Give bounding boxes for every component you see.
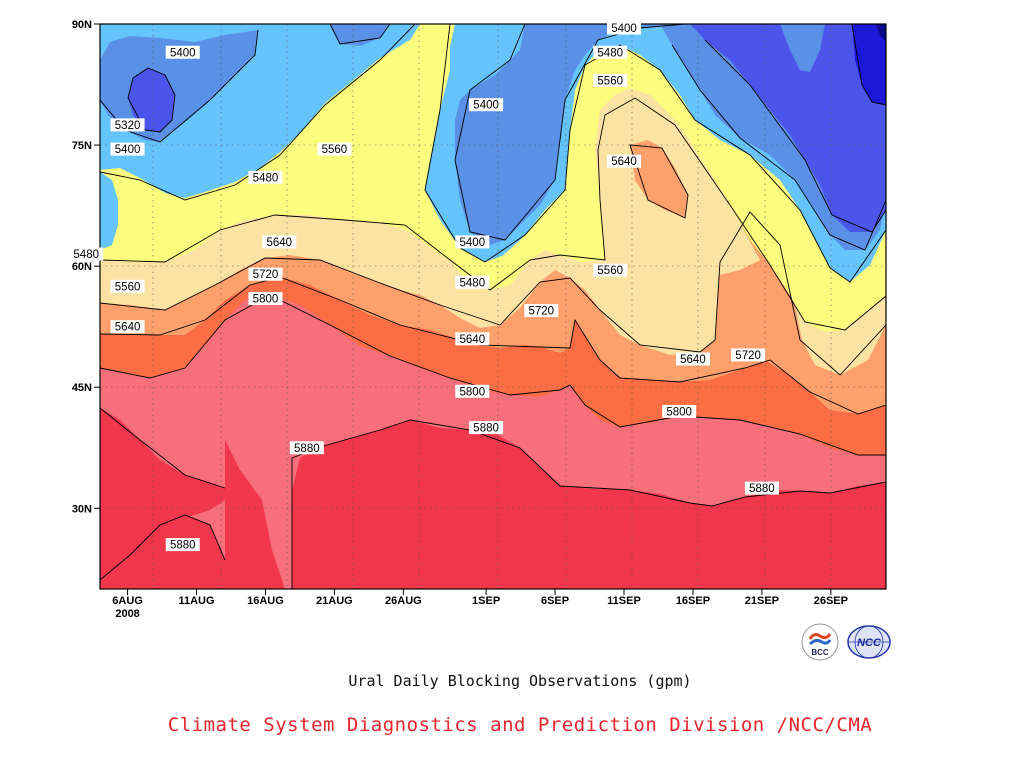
x-tick-label: 26SEP	[814, 595, 848, 607]
contour-labels: 5400 5320 5400 5480 5560 5480 5560 5640 5640 5720…	[69, 21, 779, 552]
svg-text:5880: 5880	[294, 443, 320, 455]
contour-label: 5400	[165, 45, 200, 59]
contour-label: 5720	[248, 267, 283, 281]
svg-text:5720: 5720	[528, 306, 554, 318]
svg-text:5480: 5480	[460, 277, 486, 289]
contour-label: 5640	[675, 352, 710, 366]
x-tick-label: 11AUG	[178, 595, 214, 607]
contour-label: 5400	[607, 21, 641, 35]
contour-label: 5560	[110, 279, 145, 293]
svg-text:5800: 5800	[253, 293, 279, 305]
svg-text:5880: 5880	[473, 423, 499, 435]
contour-label: 5400	[469, 98, 504, 112]
svg-text:5480: 5480	[73, 249, 99, 261]
fill-5720-north	[630, 140, 688, 218]
contour-label: 5480	[69, 247, 104, 261]
contour-label: 5880	[469, 421, 504, 435]
svg-text:5720: 5720	[253, 269, 279, 281]
contour-label: 5640	[262, 235, 297, 249]
y-tick-label: 45N	[72, 382, 92, 394]
contour-label: 5800	[455, 384, 490, 398]
svg-text:5400: 5400	[170, 47, 196, 59]
fill-5320-right	[690, 24, 886, 232]
svg-text:5880: 5880	[170, 540, 196, 552]
fill-5400-notch	[780, 24, 825, 72]
contour-label: 5640	[110, 320, 145, 334]
contour-label: 5640	[607, 154, 641, 168]
svg-text:5400: 5400	[473, 100, 499, 112]
svg-text:5560: 5560	[115, 281, 141, 293]
y-tick-label: 30N	[72, 503, 92, 515]
fill-5480-leftedge	[100, 172, 118, 250]
x-tick-label: 16SEP	[676, 595, 710, 607]
contour-label: 5640	[455, 332, 490, 346]
x-tick-label: 6AUG	[112, 595, 143, 607]
svg-text:5400: 5400	[460, 237, 486, 249]
contour-label: 5560	[593, 74, 628, 88]
svg-text:5400: 5400	[115, 144, 141, 156]
x-tick-label: 6SEP	[541, 595, 569, 607]
svg-text:5880: 5880	[749, 483, 775, 495]
x-tick-label: 11SEP	[607, 595, 641, 607]
svg-text:5480: 5480	[597, 47, 623, 59]
fill-gt5880-left	[100, 408, 225, 580]
svg-text:5320: 5320	[115, 120, 141, 132]
x-tick-label: 26AUG	[385, 595, 422, 607]
contour-label: 5880	[165, 538, 200, 552]
x-year-label: 2008	[115, 608, 139, 620]
contour-label: 5880	[744, 481, 779, 495]
fill-5320-left	[128, 68, 175, 132]
contour-label: 5560	[593, 263, 628, 277]
contour-label: 5480	[248, 170, 283, 184]
y-tick-label: 75N	[72, 140, 92, 152]
svg-text:5800: 5800	[460, 386, 486, 398]
contour-label: 5400	[110, 142, 145, 156]
contour-label: 5880	[289, 441, 324, 455]
contour-label: 5560	[317, 142, 352, 156]
contour-label: 5800	[662, 404, 697, 418]
fill-5400-trough	[455, 24, 685, 245]
svg-text:5640: 5640	[266, 237, 292, 249]
fill-lt5320-core	[876, 24, 886, 42]
fill-5400-topleft	[330, 24, 390, 46]
svg-text:5560: 5560	[597, 265, 623, 277]
credit-line: Climate System Diagnostics and Predictio…	[167, 714, 873, 736]
contour-label: 5720	[524, 304, 559, 318]
contour-label: 5480	[455, 275, 490, 289]
svg-text:5640: 5640	[680, 354, 706, 366]
fill-lt5320	[852, 24, 886, 105]
contour-label: 5400	[455, 235, 490, 249]
svg-text:5560: 5560	[322, 144, 348, 156]
contour-label: 5800	[248, 291, 283, 305]
svg-text:5800: 5800	[666, 406, 692, 418]
x-tick-label: 21SEP	[745, 595, 779, 607]
svg-text:5480: 5480	[253, 172, 279, 184]
svg-text:5560: 5560	[597, 76, 623, 88]
svg-text:5400: 5400	[611, 23, 637, 35]
ncc-logo: NCC	[845, 622, 891, 662]
svg-text:5640: 5640	[115, 322, 141, 334]
x-tick-label: 16AUG	[247, 595, 284, 607]
svg-text:BCC: BCC	[811, 648, 829, 657]
contour-lines	[100, 24, 886, 589]
svg-text:5640: 5640	[611, 156, 637, 168]
contour-label: 5720	[731, 348, 766, 362]
svg-text:5640: 5640	[460, 334, 486, 346]
y-tick-label: 90N	[72, 19, 92, 31]
svg-text:5720: 5720	[735, 350, 761, 362]
bcc-logo: BCC	[800, 622, 844, 662]
contour-label: 5480	[593, 45, 628, 59]
x-tick-label: 21AUG	[316, 595, 353, 607]
contour-label: 5320	[110, 118, 145, 132]
svg-text:NCC: NCC	[857, 637, 882, 649]
plot-frame	[99, 23, 887, 590]
chart-subtitle: Ural Daily Blocking Observations (gpm)	[348, 672, 692, 690]
x-tick-label: 1SEP	[472, 595, 500, 607]
y-tick-label: 60N	[72, 261, 92, 273]
grid	[100, 24, 886, 589]
